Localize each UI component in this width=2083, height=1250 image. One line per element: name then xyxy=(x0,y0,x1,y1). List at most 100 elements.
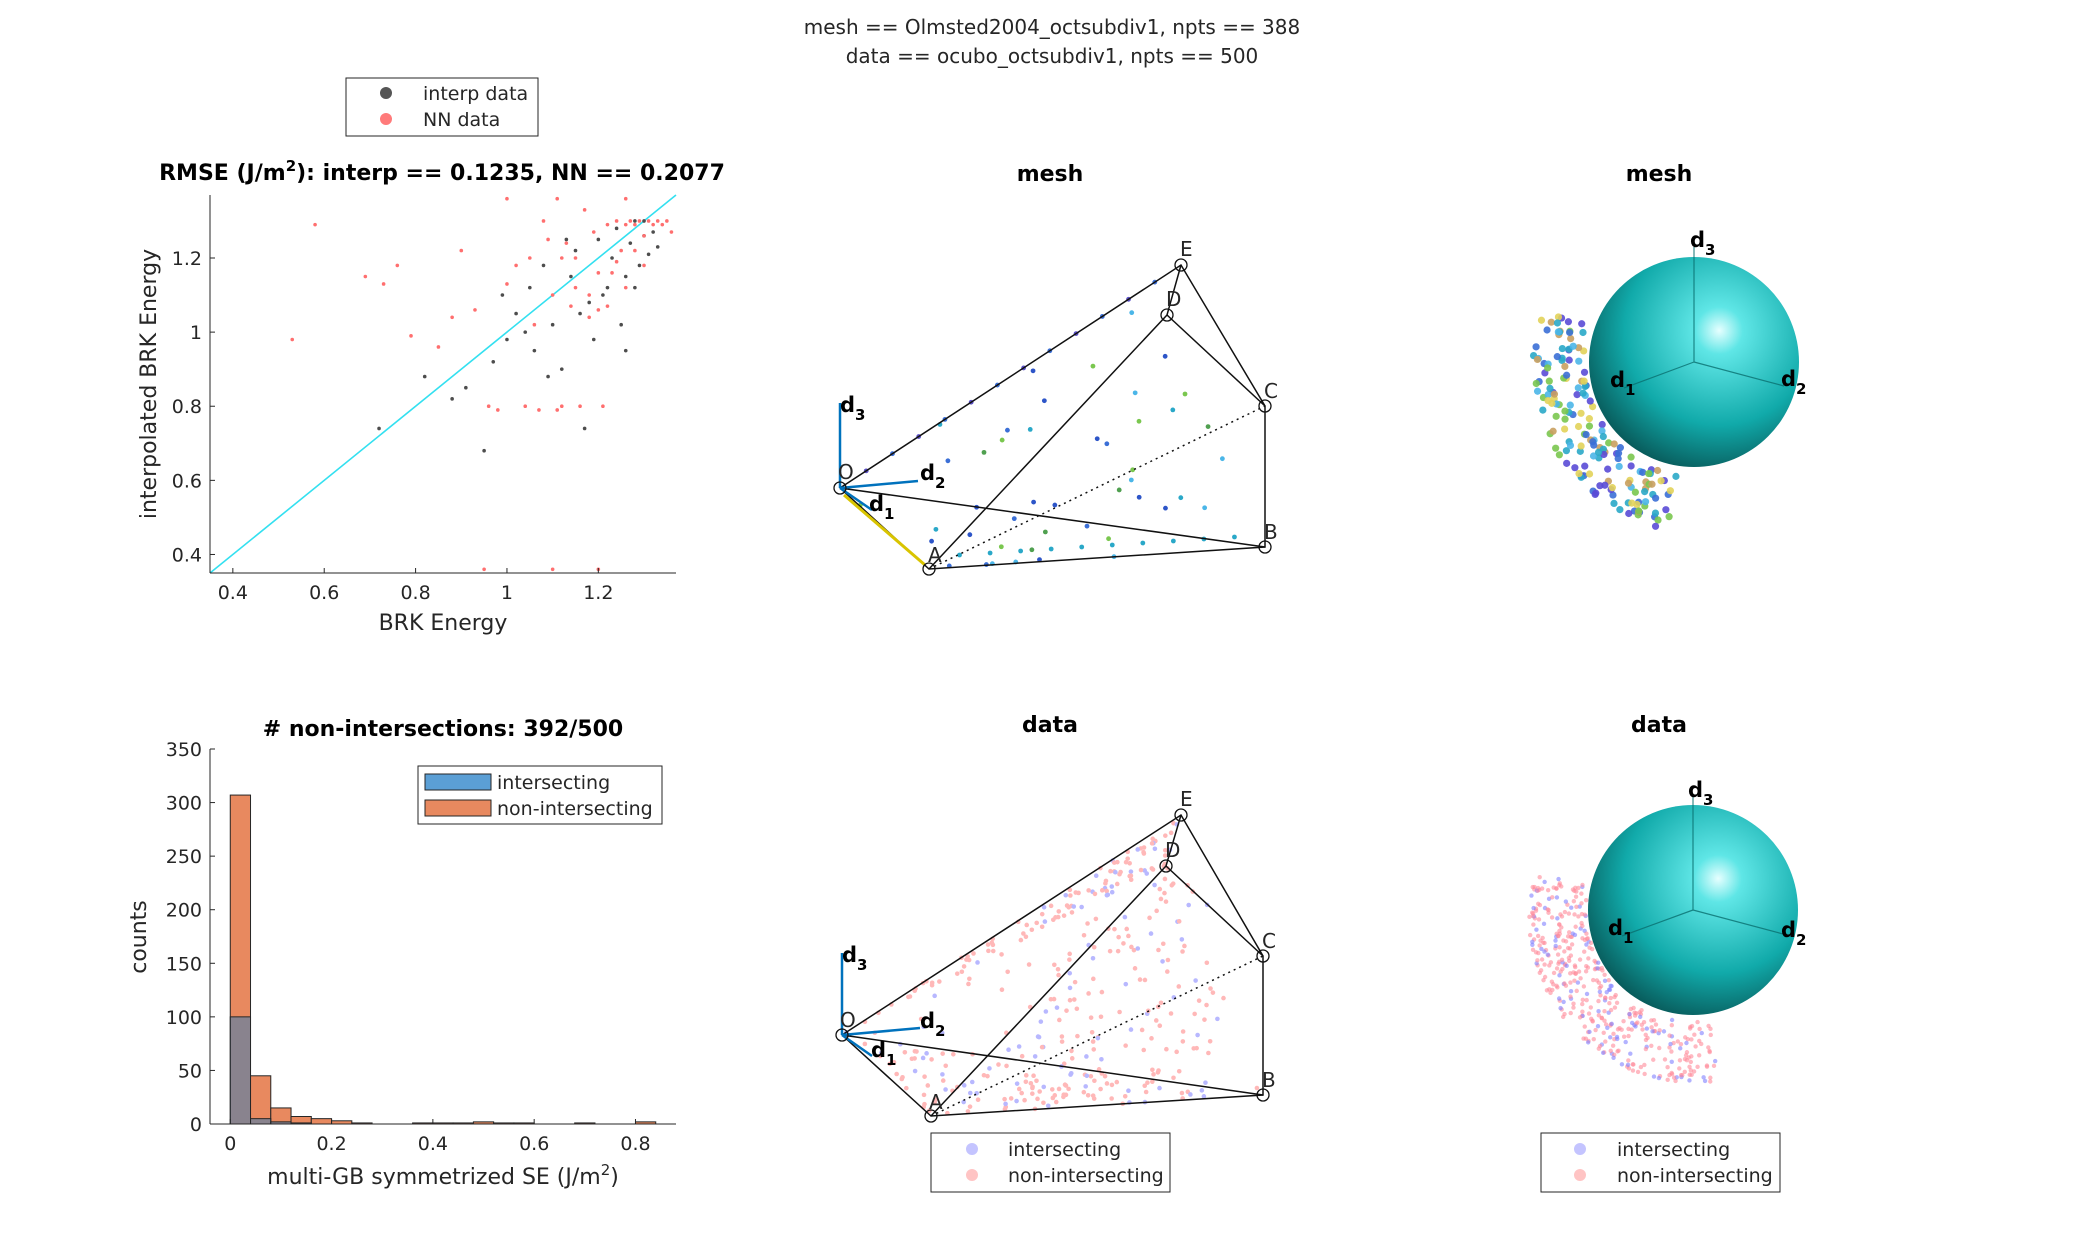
nonintersecting-point xyxy=(1158,896,1164,902)
mesh-point xyxy=(1555,451,1563,459)
intersecting-point xyxy=(1602,978,1608,983)
mesh-point xyxy=(1569,342,1577,350)
nonintersecting-point xyxy=(1157,886,1163,892)
nonintersecting-point xyxy=(1708,1075,1713,1080)
nonintersecting-point xyxy=(975,1097,981,1102)
intersecting-point xyxy=(1152,882,1157,888)
mesh-point xyxy=(1554,328,1562,336)
nonintersecting-point xyxy=(1665,1077,1670,1083)
intersecting-point xyxy=(1595,1023,1601,1029)
interp-point xyxy=(596,237,601,242)
nonintersecting-point xyxy=(1069,1048,1074,1054)
nonintersecting-point xyxy=(1590,1019,1595,1024)
nonintersecting-point xyxy=(1085,1092,1091,1098)
mesh-point xyxy=(1616,444,1624,452)
intersecting-point xyxy=(1619,1062,1625,1067)
nonintersecting-point xyxy=(1050,917,1056,923)
intersecting-point xyxy=(1122,914,1128,920)
interp-point xyxy=(500,293,505,297)
nn-point xyxy=(381,282,386,286)
nonintersecting-point xyxy=(1591,1036,1596,1042)
nonintersecting-point xyxy=(1068,893,1073,898)
parity-plot-area xyxy=(209,194,677,574)
nonintersecting-point xyxy=(1677,1066,1682,1071)
hist-ylabel: counts xyxy=(127,900,152,974)
vertex-B xyxy=(1256,1088,1270,1102)
nonintersecting-point xyxy=(1180,949,1185,954)
nonintersecting-point xyxy=(1582,1024,1587,1029)
nonintersecting-point xyxy=(1160,941,1166,947)
data-sphere-panel: data d1 d2 d3 intersecting non-intersect… xyxy=(1527,713,1806,1193)
nonintersecting-point xyxy=(1572,888,1577,894)
nonintersecting-point xyxy=(1695,1019,1700,1025)
nonintersecting-point xyxy=(1030,1085,1035,1091)
nn-point xyxy=(601,404,605,409)
nonintersecting-point xyxy=(1125,856,1130,861)
nonintersecting-point xyxy=(1103,881,1108,886)
vertex-label-B: B xyxy=(1264,520,1278,544)
nonintersecting-point xyxy=(1123,1043,1128,1048)
intersecting-point xyxy=(1542,879,1547,885)
nonintersecting-point xyxy=(1573,894,1579,899)
vertex-A xyxy=(922,562,936,576)
nonintersecting-point xyxy=(1059,1034,1065,1039)
nonintersecting-point xyxy=(1621,1034,1627,1039)
sphere-axes xyxy=(1621,795,1784,937)
mesh-point xyxy=(1665,513,1673,521)
nonintersecting-point xyxy=(1091,944,1097,950)
nonintersecting-point xyxy=(1662,1057,1668,1062)
mesh-point xyxy=(1544,396,1552,405)
nonintersecting-point xyxy=(1567,958,1572,963)
nonintersecting-point xyxy=(1693,1044,1698,1049)
legend-marker-intersecting xyxy=(1574,1143,1586,1155)
nonintersecting-point xyxy=(1640,1027,1645,1032)
mesh-point xyxy=(1639,468,1647,476)
mesh-point xyxy=(1625,509,1633,518)
nonintersecting-point xyxy=(1603,1022,1609,1027)
nonintersecting-point xyxy=(1613,992,1618,998)
mesh-point xyxy=(1140,540,1146,546)
nonintersecting-point xyxy=(1156,947,1161,953)
intersecting-point xyxy=(1553,938,1558,943)
mesh-point xyxy=(1590,441,1598,449)
intersecting-point xyxy=(1585,1040,1591,1045)
intersecting-point xyxy=(1569,905,1574,910)
intersecting-point xyxy=(1702,1078,1708,1084)
nonintersecting-point xyxy=(1683,1035,1688,1040)
intersecting-point xyxy=(1564,963,1569,968)
mesh-point xyxy=(1029,547,1035,553)
intersecting-point xyxy=(1600,1050,1606,1055)
legend-label-nonintersecting: non-intersecting xyxy=(497,798,653,820)
nonintersecting-point xyxy=(1163,899,1169,904)
mesh-point xyxy=(1549,427,1557,435)
nonintersecting-point xyxy=(1145,1080,1150,1085)
intersecting-point xyxy=(1126,1088,1131,1093)
nonintersecting-point xyxy=(1059,1039,1065,1044)
mesh-point xyxy=(929,538,934,544)
mesh-point xyxy=(1232,534,1237,540)
intersecting-point xyxy=(1627,1012,1632,1017)
nonintersecting-point xyxy=(862,1041,868,1047)
mesh-point xyxy=(1027,427,1033,432)
nonintersecting-point xyxy=(1069,1056,1075,1061)
nonintersecting-point xyxy=(1138,867,1144,873)
mesh-point xyxy=(1162,353,1168,359)
interp-point xyxy=(573,248,578,253)
nn-point xyxy=(669,230,674,234)
mesh-point xyxy=(1589,452,1598,460)
intersecting-point xyxy=(961,1099,966,1105)
parity-scatter-panel: interp data NN data RMSE (J/m2): interp … xyxy=(137,77,725,636)
mesh-point xyxy=(1654,516,1662,524)
nonintersecting-point xyxy=(989,940,995,945)
nonintersecting-point xyxy=(1034,920,1040,926)
legend-label-intersecting: intersecting xyxy=(497,772,610,794)
mesh-point xyxy=(1553,319,1562,327)
nonintersecting-point xyxy=(1158,1000,1164,1006)
nonintersecting-point xyxy=(1204,1002,1209,1008)
nonintersecting-point xyxy=(1096,1067,1102,1072)
nonintersecting-point xyxy=(1649,1018,1654,1023)
mesh-point xyxy=(1219,456,1225,462)
nonintersecting-point xyxy=(1092,1078,1097,1084)
identity-line xyxy=(209,194,677,574)
